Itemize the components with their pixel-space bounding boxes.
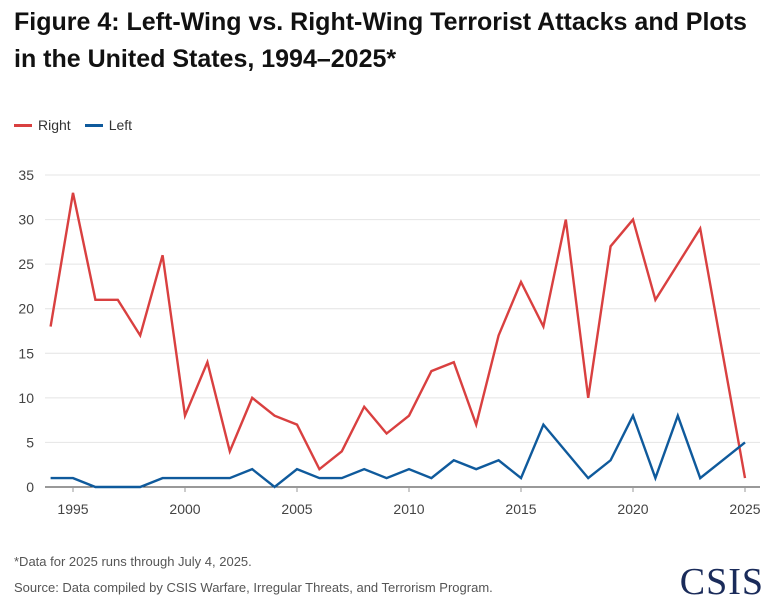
legend-swatch-left: [84, 123, 103, 127]
legend-item-left: Left: [84, 117, 133, 133]
y-tick-label: 35: [18, 167, 34, 183]
legend-item-right: Right: [14, 117, 71, 133]
footnote: *Data for 2025 runs through July 4, 2025…: [14, 554, 252, 569]
legend-label-right: Right: [38, 117, 71, 133]
y-tick-label: 15: [18, 345, 34, 361]
x-tick-label: 2025: [729, 501, 760, 517]
x-tick-label: 2020: [617, 501, 648, 517]
y-tick-label: 25: [18, 256, 34, 272]
legend-label-left: Left: [108, 117, 133, 133]
x-tick-label: 2010: [393, 501, 424, 517]
y-tick-label: 0: [26, 479, 34, 495]
y-tick-label: 30: [18, 212, 34, 228]
series-line-right: [49, 192, 747, 479]
source-note: Source: Data compiled by CSIS Warfare, I…: [14, 580, 493, 595]
x-tick-label: 2015: [505, 501, 536, 517]
series-line-left: [50, 412, 746, 489]
x-tick-label: 1995: [57, 501, 88, 517]
csis-logo: CSIS: [679, 561, 764, 603]
chart-title: Figure 4: Left-Wing vs. Right-Wing Terro…: [14, 8, 747, 73]
y-tick-label: 10: [18, 390, 34, 406]
y-tick-label: 5: [26, 434, 34, 450]
x-tick-label: 2000: [169, 501, 200, 517]
legend-swatch-right: [14, 123, 32, 127]
x-tick-label: 2005: [281, 501, 312, 517]
y-tick-label: 20: [18, 301, 34, 317]
legend: Right Left: [14, 117, 132, 133]
